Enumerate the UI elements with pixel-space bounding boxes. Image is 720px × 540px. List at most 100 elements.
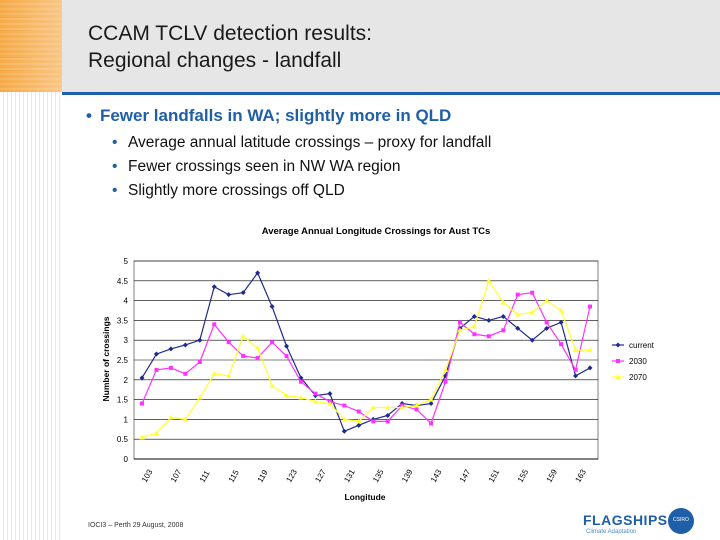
chart-plot-layer: 0 0.5 1 1.5 2 2.5 3 3.5 4 4.5 5 103 107 111 115 119 123 1… [117,257,655,484]
legend-label-current: current [629,341,655,350]
sub-bullet: • Slightly more crossings off QLD [112,182,491,206]
data-point-2070 [529,309,535,315]
data-point-current [529,337,535,343]
data-point-current [515,325,521,331]
data-point-2030 [573,367,578,372]
data-point-current [327,391,333,397]
y-tick-label: 1 [124,415,129,424]
x-tick-label: 147 [458,467,473,484]
x-tick-label: 103 [140,467,155,484]
data-point-2030 [414,407,419,412]
data-point-2030 [298,379,303,384]
data-point-2030 [457,320,462,325]
slide-title-line2: Regional changes - landfall [88,49,342,72]
data-point-2070 [587,347,593,353]
data-point-2070 [226,373,232,378]
sub-bullet-text: Slightly more crossings off QLD [128,182,345,199]
header-band [0,0,720,92]
legend-marker-2030 [616,359,620,363]
data-point-current [428,401,434,407]
data-point-2030 [588,304,592,309]
data-point-2030 [371,419,376,424]
x-tick-label: 151 [487,467,502,484]
data-point-2070 [356,418,362,424]
data-point-2070 [428,396,434,402]
data-point-2070 [457,327,463,333]
y-tick-label: 0 [124,455,129,464]
flagships-subtext: Climate Adaptation [586,529,637,535]
legend-label-2030: 2030 [629,357,647,366]
data-point-2030 [530,290,535,295]
x-tick-label: 119 [256,468,270,484]
sub-bullet-list: • Average annual latitude crossings – pro… [112,134,491,206]
data-point-current [168,346,174,352]
x-tick-label: 163 [573,467,588,484]
data-point-2030 [284,354,289,359]
data-point-2030 [183,371,188,376]
series-line-2030 [141,292,591,425]
bullet-dot-icon: • [112,182,118,199]
x-tick-label: 159 [545,467,560,484]
data-point-current [486,317,492,323]
data-point-2070 [442,367,449,372]
x-tick-label: 155 [516,467,531,484]
data-point-2070 [139,434,145,440]
data-point-2030 [241,354,246,359]
data-point-2030 [472,332,477,337]
csiro-logo: CSIRO [668,508,694,534]
x-tick-label: 115 [227,468,241,484]
left-stripes-decoration [0,92,62,540]
data-point-2030 [197,359,202,364]
x-tick-label: 127 [313,467,328,484]
data-point-2070 [283,392,290,398]
data-point-2070 [341,416,347,422]
data-point-2030 [559,342,564,347]
data-point-current [341,428,347,434]
data-point-current [385,412,391,418]
chart-title: Average Annual Longitude Crossings for A… [262,226,491,237]
flagships-logo: FLAGSHIPS Climate Adaptation CSIRO [580,508,700,538]
data-point-2030 [356,409,361,414]
data-point-current [226,292,232,298]
data-point-current [573,373,579,379]
data-point-current [500,313,506,319]
data-point-2070 [471,323,477,329]
csiro-logo-text: CSIRO [673,517,689,523]
sub-bullet-text: Fewer crossings seen in NW WA region [128,158,401,175]
data-point-current [544,325,550,331]
slide-title: CCAM TCLV detection results: Regional ch… [88,20,372,74]
data-point-2070 [312,398,319,404]
data-point-2070 [153,430,160,436]
sub-bullet: • Fewer crossings seen in NW WA region [112,158,491,182]
data-point-current [356,422,362,428]
x-tick-label: 135 [371,467,386,484]
bullet-dot-icon: • [112,158,118,175]
data-point-2070 [515,311,521,317]
data-point-2030 [385,419,390,424]
y-tick-label: 4.5 [117,277,129,286]
y-tick-label: 2.5 [117,356,129,365]
data-point-2070 [255,345,261,351]
orange-corner-band [0,0,62,92]
data-point-current [139,375,145,381]
data-point-current [587,365,593,371]
sub-bullet: • Average annual latitude crossings – pro… [112,134,491,158]
bullet-dot-icon: • [112,134,118,151]
x-tick-label: 139 [400,467,415,484]
flagships-wordmark: FLAGSHIPS [583,512,668,528]
data-point-current [211,284,217,290]
series-line-current [141,271,591,433]
data-point-2070 [197,394,203,400]
data-point-current [255,270,261,276]
data-point-current [153,351,159,357]
data-point-2030 [443,379,448,384]
sub-bullet-text: Average annual latitude crossings – prox… [128,134,492,151]
data-point-current [558,319,564,325]
data-point-2030 [154,367,159,372]
data-point-current [240,290,246,296]
x-tick-label: 107 [169,467,184,484]
data-point-2070 [486,278,492,283]
data-point-2070 [385,404,391,410]
y-tick-label: 3.5 [117,316,129,325]
